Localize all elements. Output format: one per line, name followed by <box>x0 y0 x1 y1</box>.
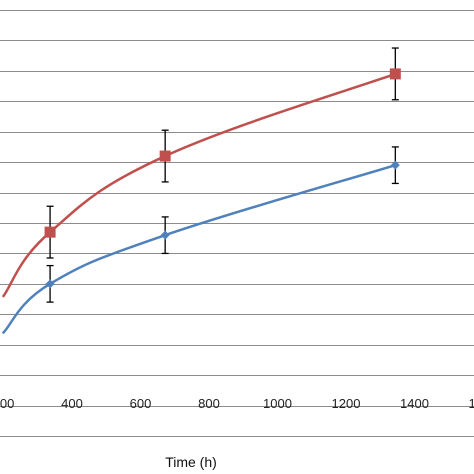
data-point-square <box>44 226 56 238</box>
x-tick-label: 1400 <box>400 396 429 411</box>
gridlines <box>0 10 474 437</box>
x-tick-label: 1000 <box>263 396 292 411</box>
x-tick-label: 1600 <box>469 396 474 411</box>
series-line-2 <box>2 163 397 334</box>
data-markers <box>44 68 401 289</box>
x-tick-label: 600 <box>130 396 152 411</box>
data-point-diamond <box>160 230 170 240</box>
data-point-square <box>389 68 401 80</box>
x-tick-label: 1200 <box>332 396 361 411</box>
series-lines <box>2 72 397 334</box>
x-tick-labels: 200 400 600 800 1000 1200 1400 1600 <box>0 396 474 411</box>
x-tick-label: 200 <box>0 396 14 411</box>
data-point-square <box>159 150 171 162</box>
error-bars <box>46 47 399 303</box>
x-tick-label: 800 <box>198 396 220 411</box>
x-tick-label: 400 <box>61 396 83 411</box>
data-point-diamond <box>390 160 400 170</box>
data-point-diamond <box>45 279 55 289</box>
series-line-1 <box>2 72 397 298</box>
x-axis-title: Time (h) <box>165 454 217 470</box>
